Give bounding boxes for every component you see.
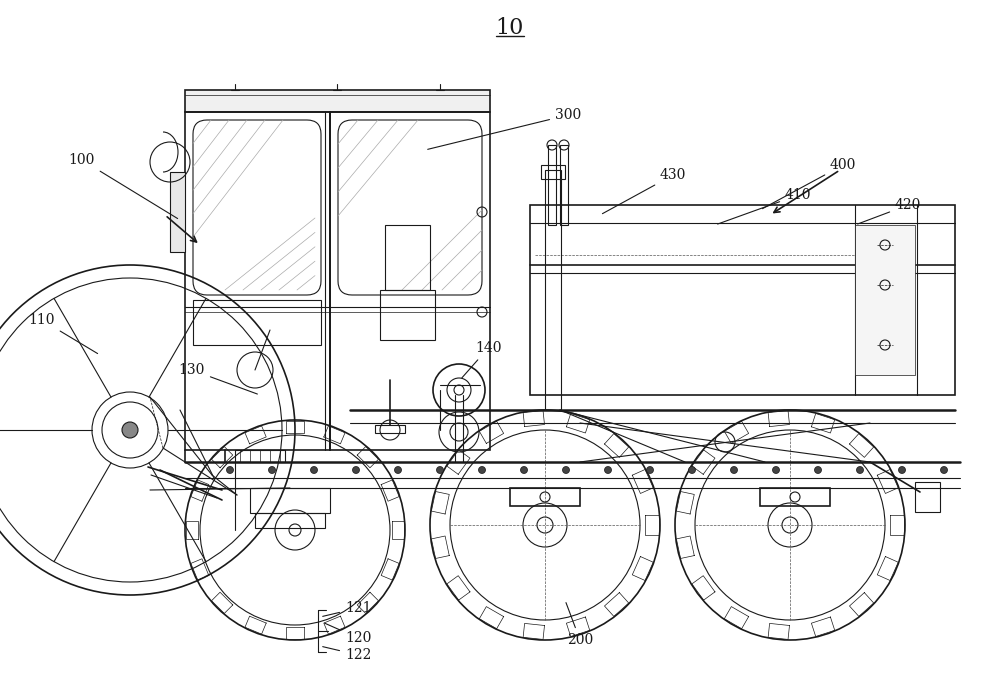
Circle shape [604,466,612,473]
Circle shape [479,466,486,473]
Circle shape [856,466,864,473]
Circle shape [814,466,822,473]
Circle shape [898,466,906,473]
Circle shape [646,466,654,473]
Bar [235,450,285,462]
Bar [760,488,830,506]
Bar [915,482,940,512]
Bar [855,225,915,375]
Circle shape [436,466,444,473]
Circle shape [352,466,360,473]
Bar [385,225,430,290]
Text: 200: 200 [566,603,593,647]
Circle shape [394,466,402,473]
Circle shape [772,466,780,473]
Text: 121: 121 [323,601,372,616]
Circle shape [730,466,738,473]
Circle shape [268,466,276,473]
Text: 430: 430 [602,168,686,214]
Text: 400: 400 [762,158,856,209]
Text: 122: 122 [323,647,371,662]
Text: 410: 410 [718,188,812,224]
Text: 130: 130 [179,363,257,394]
Circle shape [940,466,948,473]
Bar [185,112,330,450]
Circle shape [562,466,570,473]
Bar [530,205,955,395]
Bar [193,300,321,345]
Bar [510,488,580,506]
Bar [255,513,325,528]
Text: 100: 100 [69,153,178,219]
Bar [380,290,435,340]
Bar [375,425,405,433]
Bar [545,170,561,410]
Circle shape [688,466,696,473]
Text: 110: 110 [28,313,98,353]
Bar [330,112,490,450]
Bar [170,172,185,252]
Bar [250,488,330,513]
Circle shape [310,466,318,473]
Text: 300: 300 [428,108,581,150]
Circle shape [122,422,138,438]
Text: 140: 140 [462,341,502,378]
Text: 10: 10 [496,17,524,39]
Bar [185,90,490,112]
Circle shape [226,466,234,473]
Circle shape [520,466,528,473]
Text: 420: 420 [858,198,921,224]
Bar [541,165,565,179]
Bar [548,145,556,225]
Text: 120: 120 [325,623,371,645]
Bar [560,145,568,225]
